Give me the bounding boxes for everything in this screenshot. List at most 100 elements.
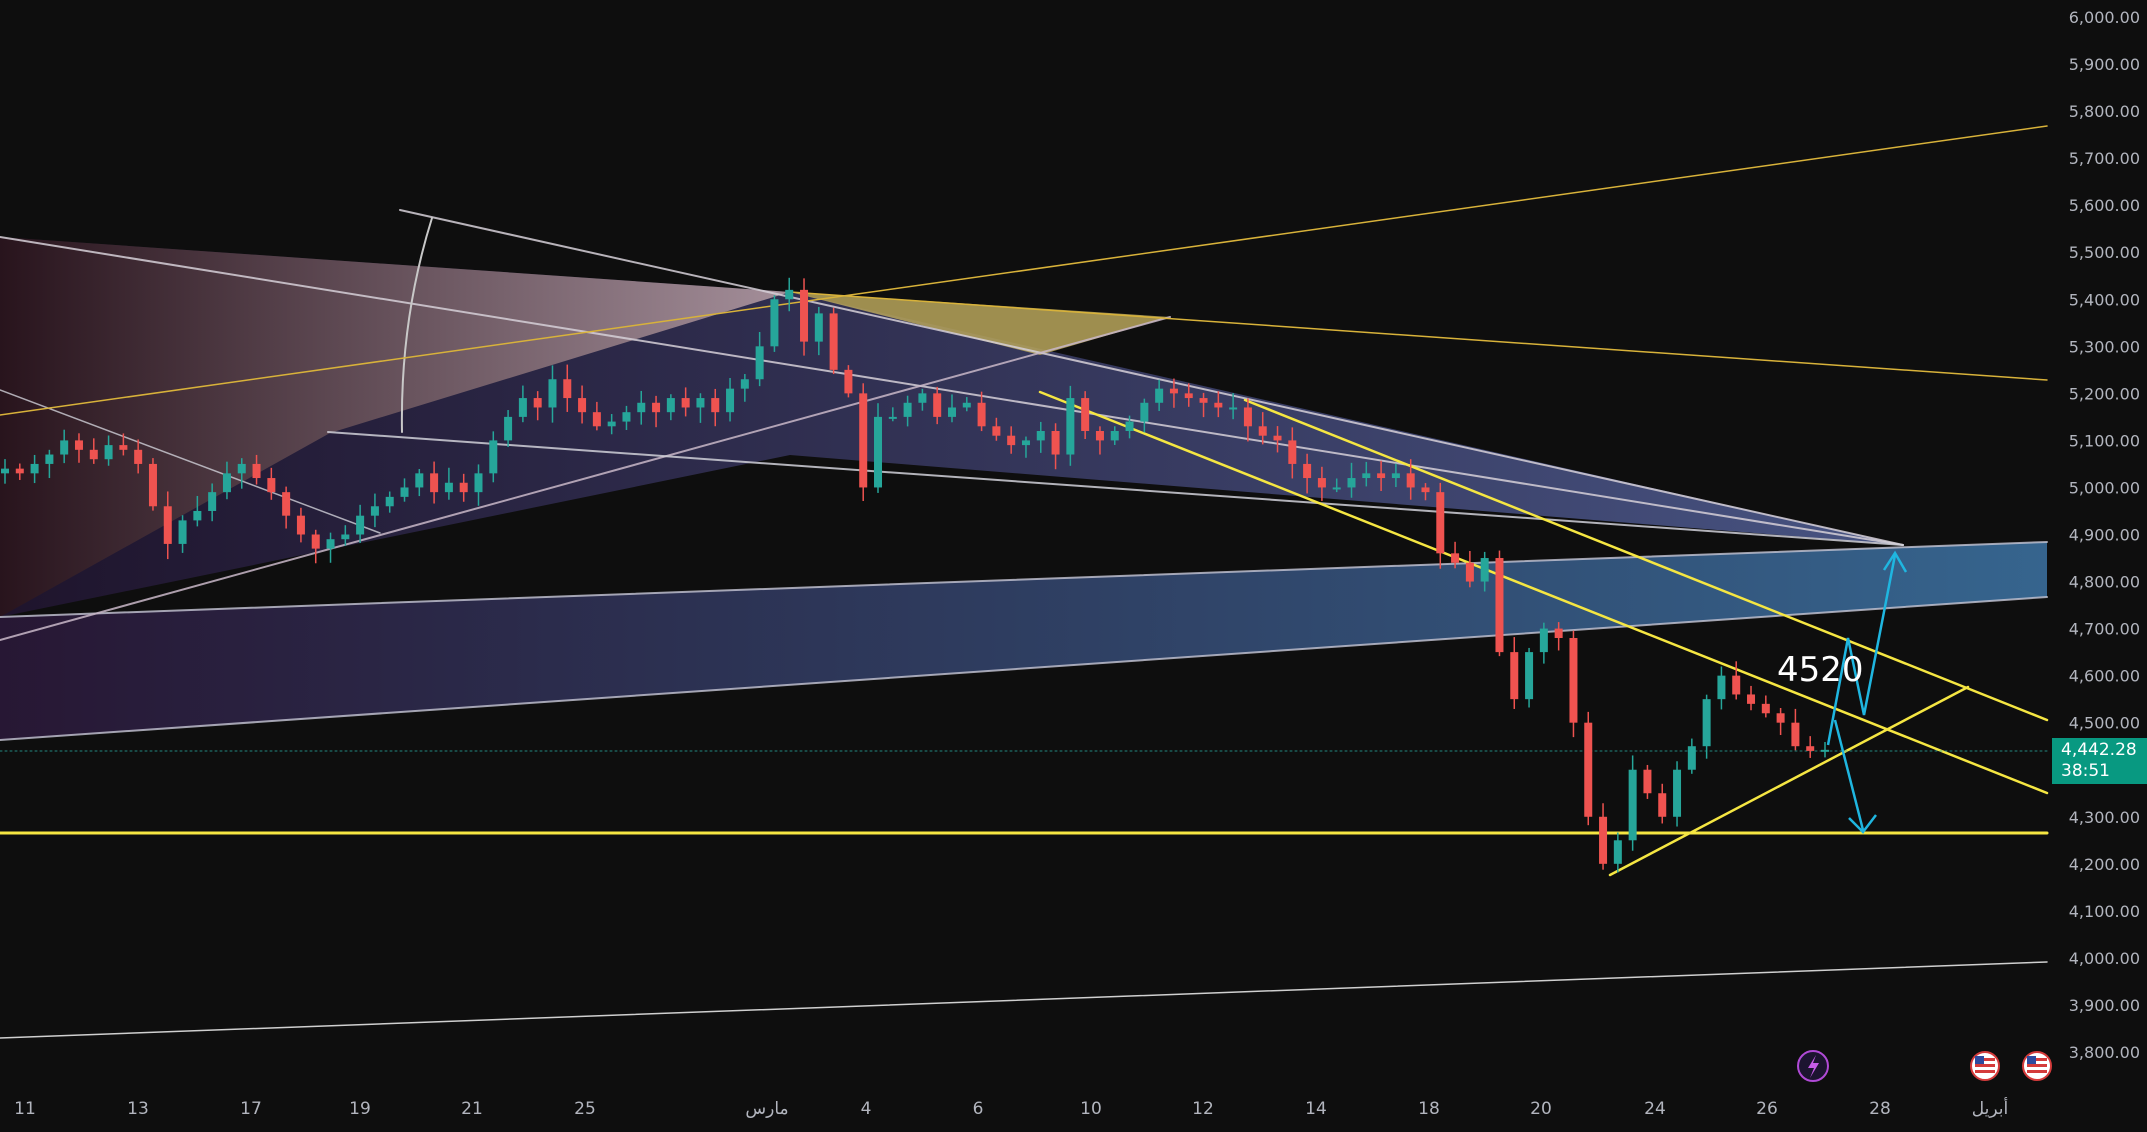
us-flag-icon[interactable] (2022, 1051, 2052, 1081)
time-tick-label: 6 (973, 1099, 984, 1119)
candle-body (1184, 393, 1193, 399)
candle-body (1510, 652, 1519, 700)
time-tick-label: 12 (1192, 1099, 1214, 1119)
candle-body (252, 463, 261, 479)
candle-body (681, 398, 690, 408)
candle-body (533, 398, 542, 408)
candle-body (1702, 699, 1711, 747)
candle-body (1732, 675, 1741, 695)
price-tick-label: 5,900.00 (2069, 55, 2140, 74)
candle-body (296, 515, 305, 535)
price-tick-label: 5,400.00 (2069, 290, 2140, 309)
candle-body (1377, 473, 1386, 479)
price-tick-label: 4,800.00 (2069, 573, 2140, 592)
candle-body (1451, 553, 1460, 563)
price-tick-label: 4,700.00 (2069, 620, 2140, 639)
candle-body (918, 393, 927, 403)
current-price: 4,442.28 (2061, 740, 2137, 760)
candle-body (1007, 435, 1016, 446)
candle-body (696, 398, 705, 408)
price-tick-label: 4,600.00 (2069, 667, 2140, 686)
time-axis[interactable]: 11 13 17 19 21 25 مارس 4 6 10 12 14 18 20 24 26 28 أبريل (14, 1097, 2008, 1119)
time-tick-label: 24 (1644, 1099, 1666, 1119)
time-tick-label: 25 (574, 1099, 596, 1119)
candle-body (1258, 426, 1267, 436)
price-tick-label: 5,500.00 (2069, 243, 2140, 262)
time-tick-label: 11 (14, 1099, 36, 1119)
candle-body (874, 416, 883, 488)
candle-body (1421, 487, 1430, 493)
price-tick-label: 3,800.00 (2069, 1043, 2140, 1062)
candle-body (1465, 562, 1474, 582)
candle-body (1066, 398, 1075, 455)
candle-body (400, 487, 409, 497)
candle-body (1125, 421, 1134, 431)
candle-body (1362, 473, 1371, 479)
candle-body (859, 393, 868, 488)
price-tick-label: 4,200.00 (2069, 855, 2140, 874)
candle-body (1, 468, 9, 474)
candle-body (563, 379, 572, 399)
candle-body (1406, 473, 1415, 488)
candle-body (1584, 722, 1593, 817)
lightning-icon[interactable] (1797, 1050, 1829, 1082)
gold-triangle-zone (790, 292, 1170, 355)
candle-body (622, 412, 631, 422)
candle-body (282, 492, 291, 516)
current-price-label: 4,442.28 38:51 (2052, 738, 2147, 784)
candle-body (356, 515, 365, 535)
time-tick-label: مارس (745, 1099, 788, 1119)
candle-body (548, 379, 557, 408)
candle-body (1214, 402, 1223, 408)
candle-body (592, 412, 601, 427)
candle-body (1687, 746, 1696, 770)
trend-lines (0, 125, 2049, 1039)
us-flag-icon[interactable] (1970, 1051, 2000, 1081)
time-tick-label: 18 (1418, 1099, 1440, 1119)
price-axis[interactable]: 6,000.00 5,900.00 5,800.00 5,700.00 5,600.00… (2069, 8, 2140, 1062)
time-tick-label: 14 (1305, 1099, 1327, 1119)
candle-body (844, 369, 853, 394)
candle-body (1036, 431, 1045, 441)
candle-body (1628, 769, 1637, 841)
candle-body (652, 402, 661, 413)
candle-body (1391, 473, 1400, 479)
time-tick-label: 19 (349, 1099, 371, 1119)
candle-body (1539, 628, 1548, 653)
candle-body (1288, 440, 1297, 464)
candle-body (89, 449, 98, 460)
candle-body (962, 402, 971, 408)
time-tick-label: 10 (1080, 1099, 1102, 1119)
candle-body (1599, 816, 1608, 864)
candle-body (1436, 492, 1445, 554)
candle-body (459, 482, 468, 493)
candle-body (829, 313, 838, 370)
candle-body (104, 445, 113, 460)
candle-body (489, 440, 498, 474)
price-tick-label: 5,800.00 (2069, 102, 2140, 121)
candle-body (666, 398, 675, 413)
candle-body (237, 463, 246, 474)
candle-body (711, 398, 720, 413)
candle-body (1717, 675, 1726, 700)
candle-body (1480, 558, 1489, 582)
candle-body (770, 299, 779, 347)
candle-body (1081, 398, 1090, 431)
time-tick-label: 13 (127, 1099, 149, 1119)
candle-body (933, 393, 942, 417)
price-tick-label: 5,300.00 (2069, 337, 2140, 356)
candle-body (1095, 431, 1104, 441)
time-tick-label: 21 (461, 1099, 483, 1119)
candle-body (1673, 769, 1682, 817)
candle-body (1021, 440, 1030, 446)
candle-body (326, 539, 335, 549)
candle-body (1776, 713, 1785, 723)
candle-body (1525, 652, 1534, 700)
candle-body (726, 388, 735, 413)
time-tick-label: 4 (861, 1099, 872, 1119)
projection-arrows (1826, 550, 1908, 834)
candle-body (148, 463, 157, 507)
candle-body (947, 407, 956, 417)
